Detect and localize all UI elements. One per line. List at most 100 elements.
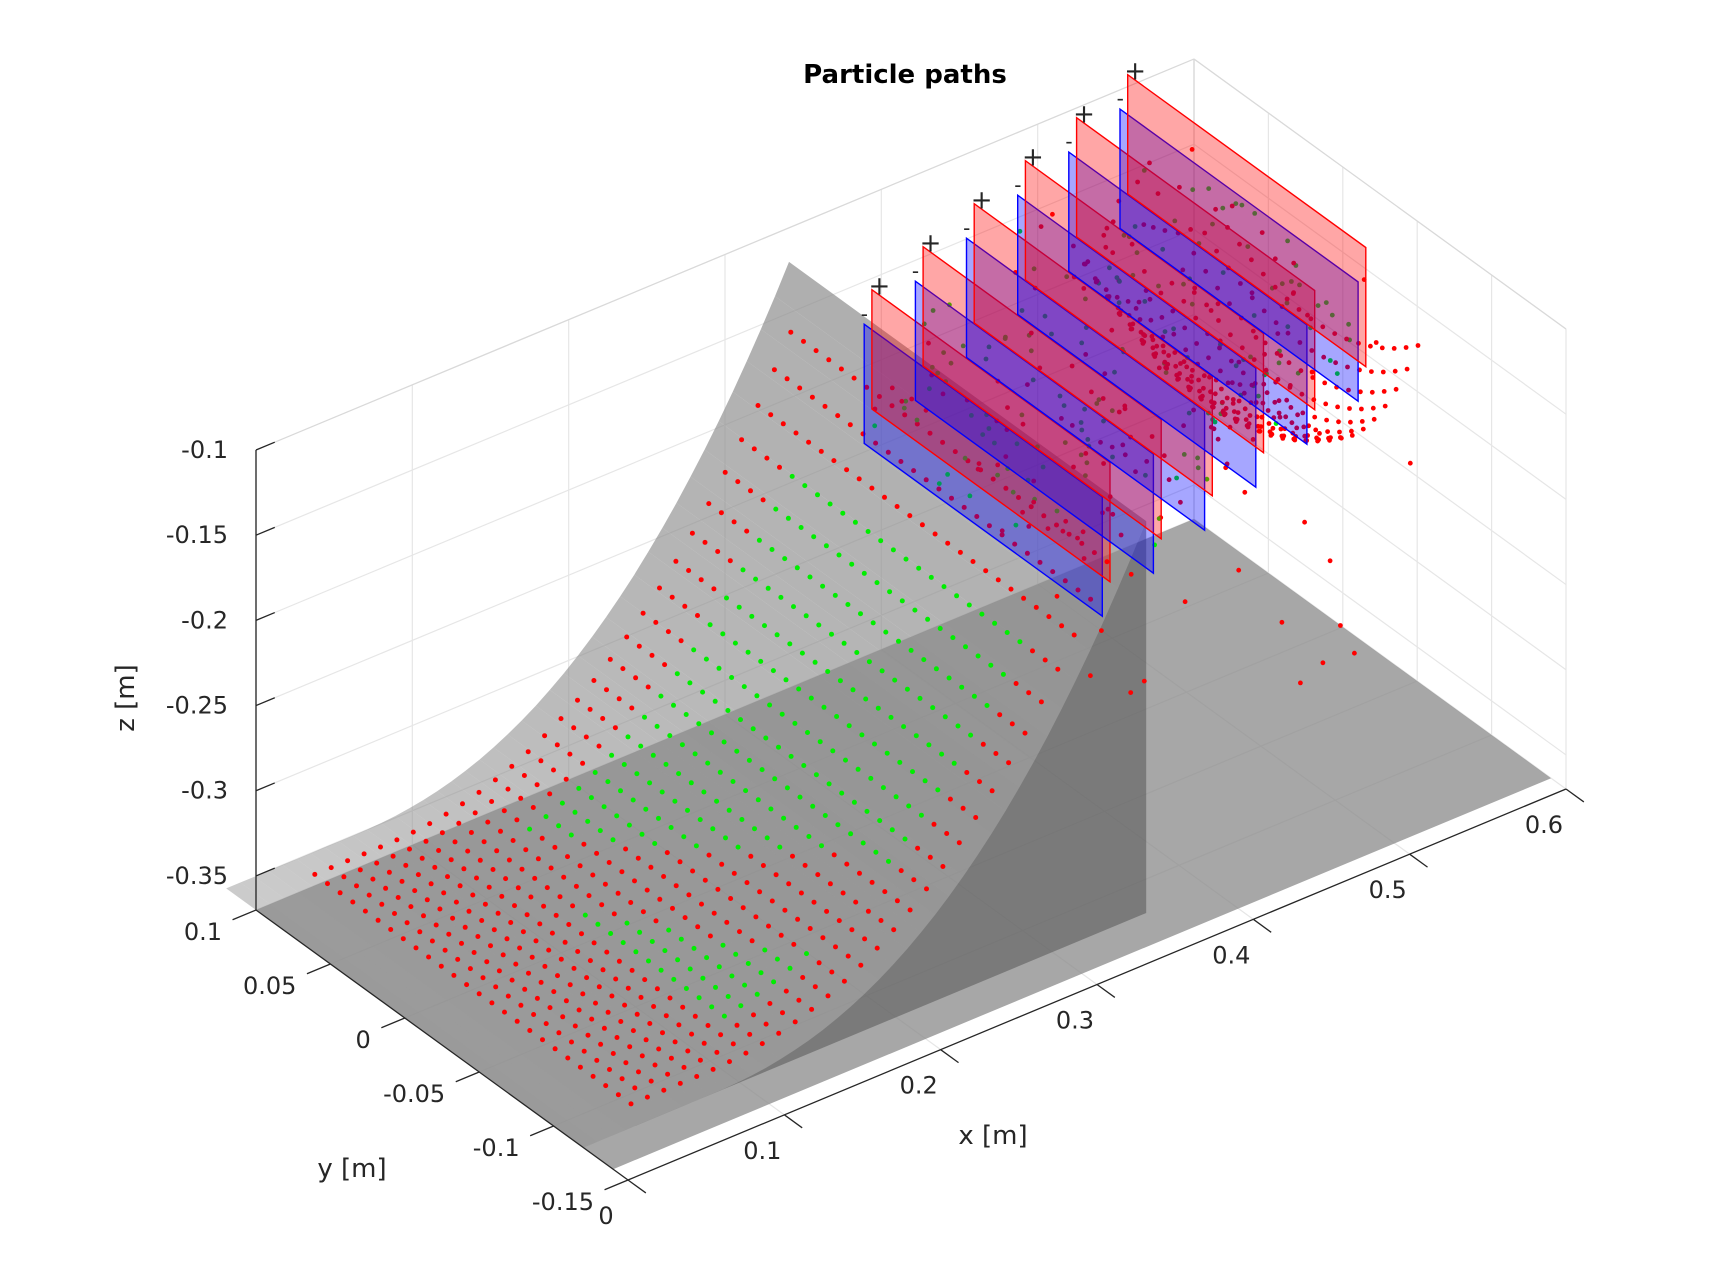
plate-particle <box>903 398 909 404</box>
red-particle <box>989 788 995 794</box>
red-particle <box>1033 604 1039 610</box>
plate-particle <box>1028 330 1034 336</box>
red-particle <box>970 559 976 564</box>
red-particle <box>1220 399 1225 405</box>
red-particle <box>811 899 817 905</box>
green-particle <box>666 927 672 933</box>
red-particle <box>630 1028 636 1034</box>
red-particle <box>1272 284 1278 290</box>
polarity-label-negative: - <box>861 302 868 326</box>
plate-particle <box>1080 529 1086 535</box>
red-particle <box>1415 343 1421 348</box>
red-particle <box>724 919 730 925</box>
y-tick <box>381 1017 406 1029</box>
red-particle <box>667 995 673 1001</box>
red-particle <box>661 874 667 879</box>
green-particle <box>783 677 789 683</box>
red-particle <box>1215 285 1220 291</box>
plate-particle <box>1084 460 1090 466</box>
red-particle <box>581 1048 587 1054</box>
red-particle <box>619 1076 625 1082</box>
red-particle <box>1189 379 1194 384</box>
red-particle <box>698 577 704 583</box>
red-particle <box>388 927 394 932</box>
plate-particle <box>929 364 935 370</box>
plate-particle <box>1289 279 1294 284</box>
red-particle <box>1404 366 1410 372</box>
green-particle <box>733 951 739 957</box>
x-tick-label: 0.2 <box>900 1072 938 1100</box>
red-particle <box>1114 294 1120 300</box>
red-particle <box>427 821 433 827</box>
red-particle <box>1136 299 1142 305</box>
scattered-particle <box>1407 460 1413 466</box>
green-particle <box>714 798 720 804</box>
scattered-particle <box>1178 499 1183 505</box>
red-particle <box>944 831 950 836</box>
green-particle <box>614 813 620 819</box>
red-particle <box>1066 531 1072 537</box>
green-particle <box>804 951 809 957</box>
red-particle <box>1382 403 1388 409</box>
red-particle <box>1201 373 1207 379</box>
plate-particle <box>1189 301 1195 307</box>
plate-particle <box>1109 444 1115 450</box>
red-particle <box>677 1080 683 1086</box>
green-particle <box>683 986 689 991</box>
red-particle <box>940 864 946 869</box>
red-particle <box>1313 427 1319 433</box>
red-particle <box>1273 320 1279 326</box>
red-particle <box>580 991 586 997</box>
red-particle <box>501 808 507 814</box>
red-particle <box>642 977 648 983</box>
red-particle <box>797 385 803 391</box>
green-particle <box>892 677 898 683</box>
red-particle <box>541 903 547 909</box>
green-particle <box>823 543 829 549</box>
red-particle <box>786 881 792 887</box>
red-particle <box>1238 281 1243 286</box>
red-particle <box>739 437 745 443</box>
red-particle <box>766 923 771 929</box>
y-tick <box>604 1179 629 1191</box>
red-particle <box>1220 408 1226 414</box>
green-particle <box>713 984 718 990</box>
red-particle <box>580 760 586 766</box>
red-particle <box>744 880 750 886</box>
red-particle <box>1289 420 1295 426</box>
red-particle <box>651 1004 657 1009</box>
red-particle <box>606 860 612 865</box>
green-particle <box>678 936 684 942</box>
red-particle <box>538 758 544 764</box>
green-particle <box>754 991 760 997</box>
polarity-label-positive: + <box>920 228 942 258</box>
red-particle <box>1323 401 1329 407</box>
red-particle <box>1139 337 1145 343</box>
plate-particle <box>1248 354 1253 360</box>
x-tick-label: 0.5 <box>1369 876 1407 904</box>
red-particle <box>644 887 650 893</box>
red-particle <box>676 1022 682 1028</box>
red-particle <box>548 865 554 871</box>
plate-particle <box>1346 321 1351 327</box>
plate-particle <box>1252 211 1258 216</box>
red-particle <box>869 485 875 491</box>
green-particle <box>637 929 643 935</box>
surface-strip <box>381 816 753 1083</box>
y-tick-label: 0.05 <box>243 972 296 1000</box>
plate-particle <box>1163 370 1169 375</box>
red-particle <box>812 984 818 990</box>
red-particle <box>504 936 510 942</box>
red-particle <box>838 366 844 372</box>
red-particle <box>633 675 639 681</box>
plate-particle <box>945 472 950 477</box>
green-particle <box>652 841 658 846</box>
green-particle <box>812 659 818 665</box>
green-particle <box>888 714 894 720</box>
red-particle <box>1104 559 1110 565</box>
red-particle <box>702 539 708 545</box>
green-particle <box>630 797 636 803</box>
green-particle <box>753 576 759 582</box>
red-particle <box>894 504 900 509</box>
green-particle <box>688 780 694 786</box>
